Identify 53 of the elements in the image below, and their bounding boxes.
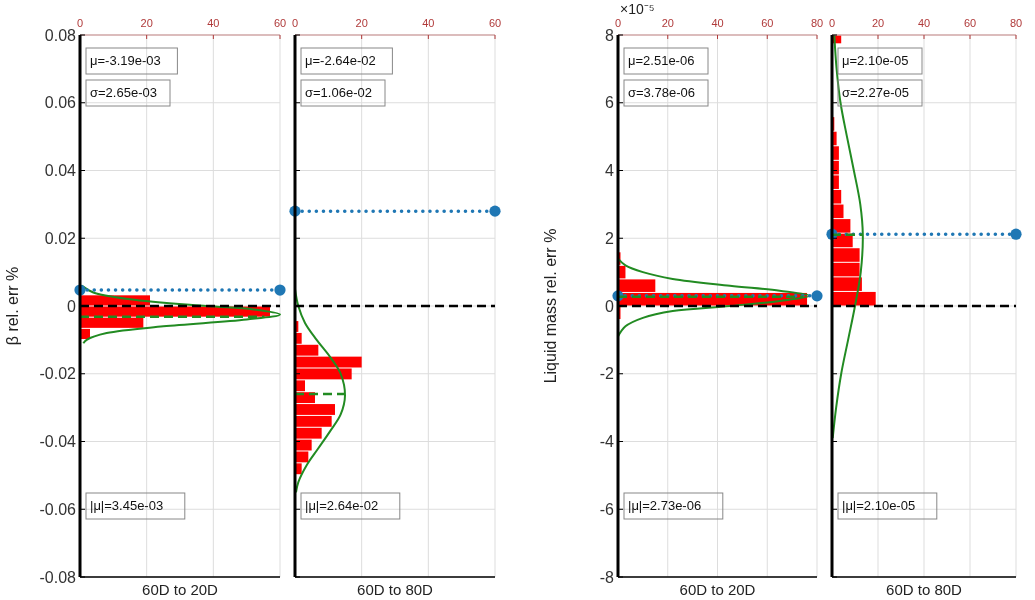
annotation: |μ|=2.64e-02 bbox=[305, 498, 379, 513]
x-tick-label: 60 bbox=[273, 17, 287, 29]
annotation: σ=2.65e-03 bbox=[90, 85, 157, 100]
y-tick-label: -4 bbox=[599, 433, 615, 451]
x-tick-label: 40 bbox=[422, 17, 435, 29]
annotation: σ=1.06e-02 bbox=[305, 85, 372, 100]
x-tick-label: 0 bbox=[291, 17, 299, 29]
annotation: σ=3.78e-06 bbox=[628, 85, 695, 100]
x-tick-label: 80 bbox=[1009, 17, 1023, 29]
y-axis-title: β rel. err % bbox=[4, 266, 21, 346]
y-tick-label: 2 bbox=[605, 229, 615, 247]
x-axis-title: 60D to 80D bbox=[357, 581, 434, 598]
y-tick-label: 8 bbox=[605, 26, 615, 44]
x-tick-label: 60 bbox=[761, 17, 774, 29]
y-tick-label: 0.02 bbox=[44, 229, 77, 247]
annotation: μ=2.51e-06 bbox=[628, 53, 695, 68]
x-tick-label: 80 bbox=[810, 17, 824, 29]
y-tick-label: 0 bbox=[605, 297, 615, 315]
y-tick-label: 6 bbox=[605, 94, 615, 112]
x-tick-label: 20 bbox=[355, 17, 368, 29]
x-tick-label: 20 bbox=[871, 17, 885, 29]
x-tick-label: 20 bbox=[140, 17, 153, 29]
y-tick-label: -0.06 bbox=[39, 500, 77, 518]
y-tick-label: 0.08 bbox=[44, 26, 77, 44]
y-tick-label: 0.06 bbox=[44, 94, 77, 112]
y-tick-label: -8 bbox=[599, 568, 615, 586]
text: ×10⁻⁵ bbox=[620, 1, 655, 17]
y-tick-label: 0 bbox=[67, 297, 77, 315]
x-axis-title: 60D to 80D bbox=[886, 581, 963, 598]
y-axis-title: Liquid mass rel. err % bbox=[542, 228, 559, 384]
y-tick-label: 4 bbox=[605, 162, 615, 180]
y-tick-label: -0.04 bbox=[39, 433, 77, 451]
x-axis-title: 60D to 20D bbox=[142, 581, 219, 598]
annotation: |μ|=3.45e-03 bbox=[90, 498, 164, 513]
x-tick-label: 60 bbox=[488, 17, 502, 29]
annotation: μ=-2.64e-02 bbox=[305, 53, 376, 68]
y-tick-label: -6 bbox=[599, 500, 615, 518]
x-tick-label: 60 bbox=[963, 17, 977, 29]
x-axis-title: 60D to 20D bbox=[679, 581, 756, 598]
y-tick-label: 0.04 bbox=[44, 162, 77, 180]
x-tick-label: 20 bbox=[661, 17, 674, 29]
x-tick-label: 40 bbox=[917, 17, 931, 29]
annotation: |μ|=2.73e-06 bbox=[628, 498, 702, 513]
annotation: μ=2.10e-05 bbox=[842, 53, 909, 68]
annotation: σ=2.27e-05 bbox=[842, 85, 909, 100]
annotation: μ=-3.19e-03 bbox=[90, 53, 161, 68]
annotation: |μ|=2.10e-05 bbox=[842, 498, 916, 513]
x-tick-label: 0 bbox=[828, 17, 836, 29]
x-tick-label: 40 bbox=[711, 17, 724, 29]
y-tick-label: -0.08 bbox=[39, 568, 77, 586]
y-tick-label: -2 bbox=[599, 365, 615, 383]
x-tick-label: 40 bbox=[207, 17, 220, 29]
y-tick-label: -0.02 bbox=[39, 365, 77, 383]
